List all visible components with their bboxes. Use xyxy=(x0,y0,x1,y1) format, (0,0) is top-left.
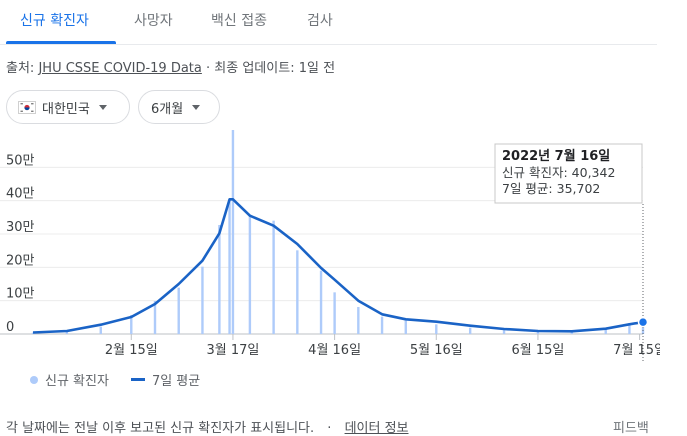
case-bar xyxy=(231,130,235,334)
tab-bar: 신규 확진자 사망자 백신 접종 검사 xyxy=(0,0,657,45)
tooltip: 2022년 7월 16일 신규 확진자: 40,342 7일 평균: 35,70… xyxy=(494,143,643,204)
case-bar xyxy=(153,301,157,334)
footer-note: 각 날짜에는 전날 이후 보고된 신규 확진자가 표시됩니다. · 데이터 정보 xyxy=(6,417,409,436)
y-tick-label: 50만 xyxy=(6,153,35,168)
y-tick-label: 10만 xyxy=(6,287,35,302)
case-bar xyxy=(177,287,180,334)
data-info-link[interactable]: 데이터 정보 xyxy=(344,421,409,436)
case-bar xyxy=(248,216,252,334)
tab-testing[interactable]: 검사 xyxy=(307,13,333,29)
region-dropdown[interactable]: 대한민국 xyxy=(6,90,130,124)
x-tick-label: 2월 15일 xyxy=(105,343,158,358)
tooltip-average: 7일 평균: 35,702 xyxy=(502,181,600,196)
source-separator: · xyxy=(206,61,211,76)
period-label: 6개월 xyxy=(151,101,184,117)
legend-new-cases: 신규 확진자 xyxy=(45,374,109,389)
source-prefix: 출처: xyxy=(6,61,35,76)
x-tick-label: 5월 16일 xyxy=(410,343,463,358)
footer-text: 각 날짜에는 전날 이후 보고된 신규 확진자가 표시됩니다. xyxy=(6,421,315,436)
case-bar xyxy=(201,266,204,334)
feedback-link[interactable]: 피드백 xyxy=(613,421,649,436)
case-bar xyxy=(31,332,35,334)
y-tick-label: 20만 xyxy=(6,253,35,268)
case-bar xyxy=(296,250,299,334)
tab-new-cases[interactable]: 신규 확진자 xyxy=(20,13,89,29)
case-bar xyxy=(130,315,133,334)
seven-day-average-line xyxy=(32,198,644,334)
case-bar xyxy=(604,328,607,334)
y-tick-label: 0 xyxy=(6,320,14,335)
case-bar xyxy=(380,316,384,334)
tooltip-new-cases: 신규 확진자: 40,342 xyxy=(502,165,615,180)
y-tick-label: 30만 xyxy=(6,220,35,235)
case-bar xyxy=(218,225,221,334)
region-label: 대한민국 xyxy=(42,101,90,117)
period-dropdown[interactable]: 6개월 xyxy=(138,90,220,124)
case-bar xyxy=(404,320,407,334)
x-tick-label: 6월 15일 xyxy=(512,343,565,358)
tooltip-date: 2022년 7월 16일 xyxy=(502,148,610,164)
y-axis-ticks: 0 10만 20만 30만 40만 50만 xyxy=(6,153,35,335)
cases-chart[interactable]: 0 10만 20만 30만 40만 50만 2월 15일 3월 17일 4월 16일 5월 16… xyxy=(0,130,660,366)
chevron-down-icon xyxy=(192,104,201,110)
x-tick-label: 4월 16일 xyxy=(308,343,361,358)
case-bar xyxy=(628,323,631,334)
case-bar xyxy=(272,220,275,334)
case-bar xyxy=(228,200,231,334)
line-legend-swatch xyxy=(130,378,145,381)
case-bar xyxy=(468,327,472,334)
south-korea-flag-icon xyxy=(18,100,36,114)
y-tick-label: 40만 xyxy=(6,187,35,202)
chart-legend: 신규 확진자 7일 평균 xyxy=(30,370,200,389)
tab-deaths[interactable]: 사망자 xyxy=(134,13,173,29)
case-bar xyxy=(502,330,506,334)
case-bar xyxy=(357,307,360,334)
footer-separator: · xyxy=(327,421,332,436)
tab-vaccinations[interactable]: 백신 접종 xyxy=(211,13,267,29)
x-tick-label: 3월 17일 xyxy=(207,343,260,358)
legend-average: 7일 평균 xyxy=(151,374,201,389)
case-bar xyxy=(570,331,574,334)
last-update: 최종 업데이트: 1일 전 xyxy=(214,61,336,76)
case-bar xyxy=(319,270,323,334)
x-axis-ticks: 2월 15일 3월 17일 4월 16일 5월 16일 6월 15일 7월 15일 xyxy=(105,334,660,358)
bar-series xyxy=(31,130,645,334)
case-bar xyxy=(333,292,336,334)
case-bar xyxy=(536,331,540,334)
source-line: 출처: JHU CSSE COVID-19 Data · 최종 업데이트: 1일… xyxy=(6,57,335,76)
source-link[interactable]: JHU CSSE COVID-19 Data xyxy=(38,61,202,76)
chevron-down-icon xyxy=(98,104,107,110)
active-tab-indicator xyxy=(6,41,116,44)
hover-point xyxy=(637,316,649,328)
case-bar xyxy=(65,331,69,334)
case-bar xyxy=(99,326,102,334)
x-tick-label: 7월 15일 xyxy=(613,343,660,358)
bar-legend-swatch xyxy=(30,375,38,384)
case-bar xyxy=(435,324,438,334)
